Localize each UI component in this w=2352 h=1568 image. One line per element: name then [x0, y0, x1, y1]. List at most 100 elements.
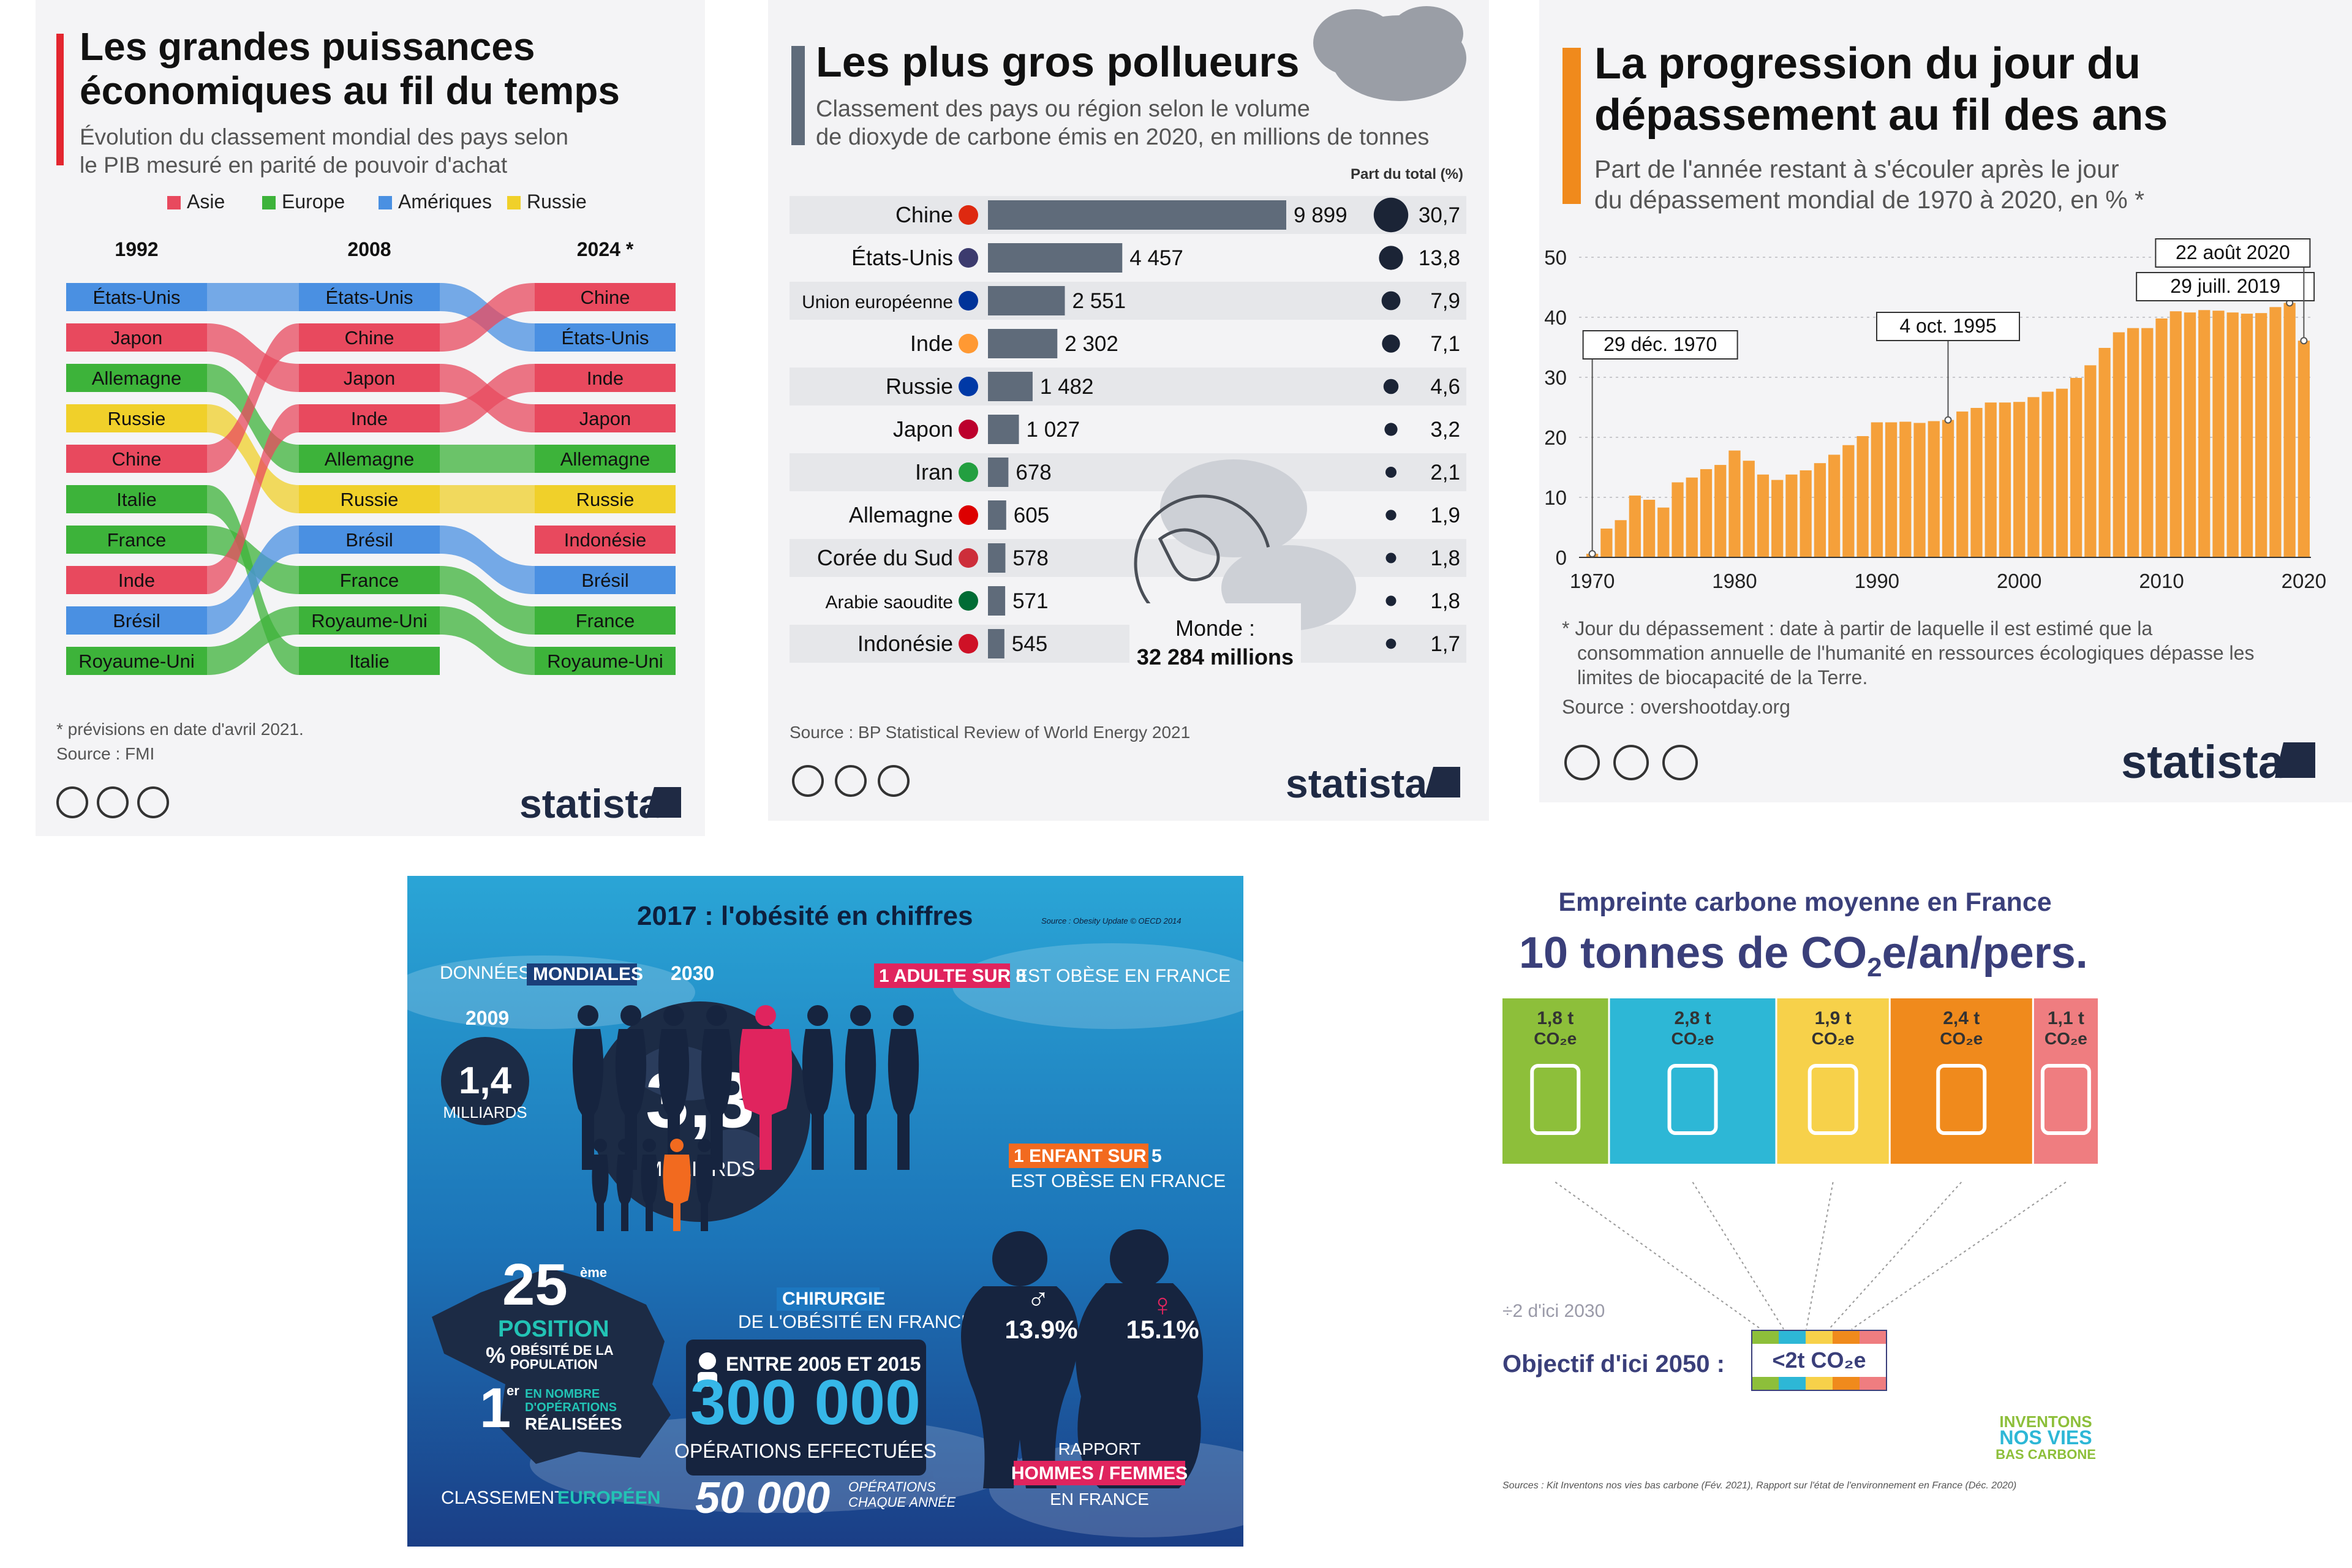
overshoot-license-icons [1564, 745, 1698, 780]
child-body-2 [616, 1155, 633, 1231]
target-inner [1758, 1346, 1880, 1374]
emission-value-etats-unis: 4 457 [1129, 246, 1183, 270]
by-icon [1613, 745, 1649, 780]
share-value-etats-unis: 13,8 [1419, 246, 1460, 270]
target-stripe-bottom-5 [1860, 1377, 1887, 1390]
carbon-tile-unit-3: CO₂e [1812, 1029, 1855, 1048]
xtick-2020: 2020 [2282, 570, 2326, 592]
year-2009: 2009 [466, 1007, 509, 1029]
unit-2009: MILLIARDS [443, 1103, 527, 1121]
annotation-label-1970: 29 déc. 1970 [1604, 333, 1717, 355]
bar-2011 [2169, 311, 2182, 557]
rank-label-etats-unis-2024: États-Unis [562, 327, 649, 349]
overshoot-title-line2: dépassement au fil des ans [1594, 91, 2168, 140]
bar-2001 [2027, 397, 2040, 557]
xtick-1970: 1970 [1570, 570, 1615, 592]
year-header-1992: 1992 [115, 238, 158, 260]
share-dot-allemagne [1385, 510, 1396, 521]
rank-bar-japon-2008 [299, 364, 440, 392]
flag-icon-etats-unis [959, 248, 978, 268]
adult-tag: 1 ADULTE SUR 8 [879, 966, 1026, 986]
rank-bar-allemagne-2008 [299, 445, 440, 473]
child-tag-bg [1009, 1144, 1148, 1168]
ytick-50: 50 [1544, 246, 1567, 269]
rank-label-italie-1992: Italie [116, 489, 156, 510]
legend-label-asie: Asie [187, 190, 225, 213]
bar-2005 [2084, 365, 2097, 557]
bar-1997 [1970, 407, 1983, 557]
rank-bar-royaume-uni-1992 [66, 647, 207, 675]
carbon-sources: Sources : Kit Inventons nos vies bas car… [1502, 1480, 2016, 1491]
divide-text: ÷2 d'ici 2030 [1502, 1301, 1605, 1321]
cc-icon [1564, 745, 1600, 780]
classement-label: CLASSEMENT [441, 1488, 565, 1508]
bar-2000 [2013, 402, 2026, 557]
carbon-title: Empreinte carbone moyenne en France [1558, 888, 2051, 917]
polluters-brand: statista [1286, 761, 1428, 806]
bar-1979 [1714, 465, 1727, 557]
bar-1976 [1672, 482, 1684, 557]
country-label-arabie-saoudite: Arabie saoudite [826, 592, 953, 612]
share-dot-iran [1385, 466, 1396, 478]
rank-label-inde-2008: Inde [351, 408, 388, 429]
world-value: 32 284 millions [1137, 644, 1294, 669]
flag-icon-arabie-saoudite [959, 591, 978, 611]
overshoot-accent-bar [1562, 48, 1581, 204]
share-value-coree-du-sud: 1,8 [1430, 546, 1460, 570]
target-stripe-bottom-2 [1779, 1377, 1806, 1390]
emission-bar-indonesie [988, 629, 1005, 658]
bar-1995 [1942, 420, 1954, 557]
bar-1990 [1871, 422, 1883, 557]
adult-body-7 [845, 1029, 876, 1170]
polluters-title: Les plus gros pollueurs [816, 38, 1300, 86]
chirurgie-sub: DE L'OBÉSITÉ EN FRANCE [738, 1312, 973, 1332]
rank-label-france-2008: France [340, 570, 399, 591]
target-frame [1751, 1330, 1887, 1391]
emission-bar-arabie-saoudite [988, 586, 1006, 616]
rank-bar-italie-1992 [66, 485, 207, 513]
gdp-brand: statista [519, 781, 662, 826]
adult-body-6 [802, 1029, 834, 1170]
adult-body-1 [572, 1029, 604, 1170]
bar-1983 [1771, 480, 1784, 557]
bar-1975 [1657, 507, 1670, 557]
emission-value-coree-du-sud: 578 [1012, 546, 1048, 570]
share-dot-arabie-saoudite [1385, 595, 1396, 606]
bar-2013 [2198, 310, 2211, 557]
adult-body-5 [739, 1029, 793, 1170]
overshoot-source: Source : overshootday.org [1562, 696, 1790, 718]
flag-icon-inde [959, 334, 978, 353]
adult-head-4 [706, 1005, 727, 1026]
bar-1978 [1700, 469, 1713, 557]
france-map-icon [432, 1268, 671, 1464]
bar-2007 [2113, 332, 2125, 557]
overshoot-note-line1: * Jour du dépassement : date à partir de… [1562, 617, 2152, 639]
rank-label-france-2024: France [576, 610, 635, 631]
connector-line-3 [1806, 1182, 1834, 1330]
overshoot-title-line1: La progression du jour du [1594, 39, 2141, 88]
share-dot-chine [1373, 197, 1409, 233]
emission-value-japon: 1 027 [1027, 418, 1080, 442]
female-symbol-icon: ♀ [1151, 1287, 1175, 1323]
by-icon [97, 786, 129, 818]
child-head-1 [594, 1139, 607, 1152]
rank-label-bresil-2008: Brésil [345, 529, 393, 551]
polluters-rows: Chine 9 899 30,7 États-Unis 4 457 13,8 Union e… [790, 196, 1466, 663]
target-stripe-bottom-1 [1752, 1377, 1779, 1390]
bar-1992 [1899, 421, 1912, 557]
carbon-tile-unit-2: CO₂e [1671, 1029, 1714, 1048]
housing-icon [1936, 1064, 1987, 1135]
rank-bar-etats-unis-2024 [535, 323, 676, 352]
share-value-union-europeenne: 7,9 [1430, 289, 1460, 313]
share-dot-union-europeenne [1381, 291, 1401, 311]
rank-bar-inde-2008 [299, 404, 440, 432]
child-body-4 [663, 1155, 691, 1231]
xtick-1990: 1990 [1855, 570, 1899, 592]
target-stripe-bottom-3 [1806, 1377, 1833, 1390]
row-band [790, 539, 1466, 577]
bar-1991 [1885, 422, 1898, 557]
ytick-30: 30 [1544, 366, 1567, 389]
rank-bar-allemagne-2024 [535, 445, 676, 473]
annual-value: 50 000 [695, 1474, 830, 1523]
